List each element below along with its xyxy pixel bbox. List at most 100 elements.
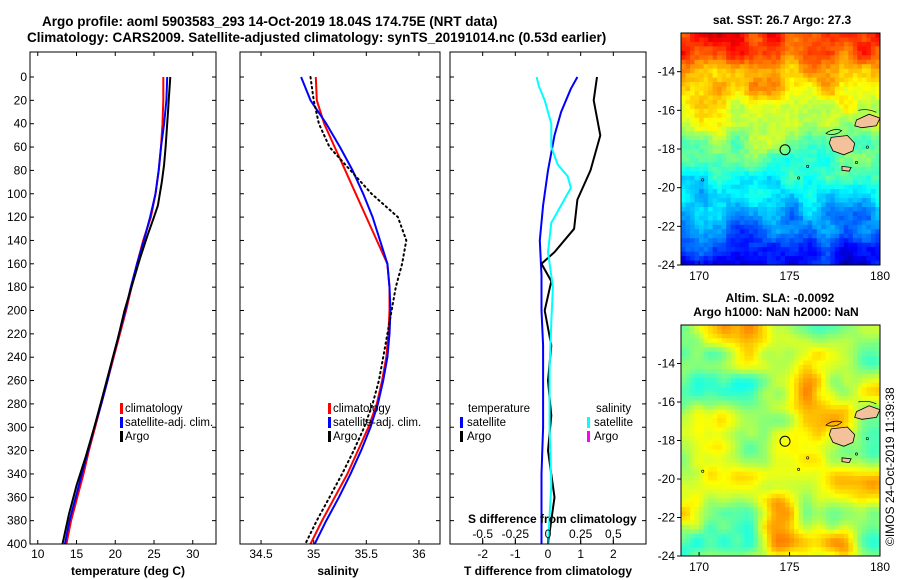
sst-map-cell xyxy=(861,180,867,186)
sla-map-cell xyxy=(839,356,845,361)
sla-map-cell xyxy=(843,342,849,348)
sla-map-cell xyxy=(703,400,709,406)
sst-map-cell xyxy=(690,117,695,123)
sla-map-cell xyxy=(753,404,759,410)
sla-map-cell xyxy=(780,502,786,508)
sst-map-cell xyxy=(821,131,827,137)
sla-map-cell xyxy=(852,422,858,428)
sst-map-cell xyxy=(794,108,799,114)
sst-map-cell xyxy=(726,180,732,186)
sla-map-cell xyxy=(812,458,818,464)
sst-map-cell xyxy=(685,247,691,253)
sst-map-cell xyxy=(848,86,854,92)
sst-map-cell xyxy=(852,68,858,74)
sst-map-cell xyxy=(861,202,867,208)
sst-map-cell xyxy=(870,238,876,244)
sst-map-cell xyxy=(816,33,822,38)
sla-map-cell xyxy=(766,551,772,557)
sst-map-cell xyxy=(821,229,827,235)
sla-map-cell xyxy=(726,493,732,499)
sst-map-cell xyxy=(739,247,745,253)
sst-map-cell xyxy=(735,126,741,132)
sla-map-cell xyxy=(694,387,700,393)
sla-map-cell xyxy=(875,502,881,508)
sst-map-cell xyxy=(780,59,786,65)
sla-map-cell xyxy=(739,396,745,401)
sla-map-cell xyxy=(735,538,741,544)
sla-map-cell xyxy=(766,507,772,512)
sla-map-cell xyxy=(857,507,863,512)
sla-map-cell xyxy=(803,542,809,548)
sla-map-cell xyxy=(798,338,804,344)
sla-map-cell xyxy=(812,360,818,366)
sla-map-cell xyxy=(753,351,759,357)
sla-map-cell xyxy=(775,511,781,517)
sla-map-cell xyxy=(785,338,790,344)
sst-map-cell xyxy=(848,99,854,105)
sst-map-cell xyxy=(825,95,831,101)
sst-map-cell xyxy=(812,144,818,150)
sst-map-cell xyxy=(794,207,799,212)
sst-map-cell xyxy=(870,247,876,253)
sla-map-cell xyxy=(812,369,818,375)
sla-map-cell xyxy=(735,502,741,508)
sst-map-cell xyxy=(721,260,727,266)
sst-map-cell xyxy=(739,233,745,239)
sst-map-cell xyxy=(721,91,727,96)
sst-map-cell xyxy=(726,184,732,190)
sla-map-cell xyxy=(839,493,845,499)
sst-map-cell xyxy=(866,166,872,172)
sla-map-cell xyxy=(757,360,763,366)
sla-map-cell xyxy=(821,493,827,499)
sst-map-cell xyxy=(839,46,845,52)
sla-map-cell xyxy=(857,444,863,450)
sla-map-cell xyxy=(852,387,858,393)
sst-map-cell xyxy=(848,184,854,190)
sla-map-cell xyxy=(730,484,736,490)
sla-map-cell xyxy=(681,516,686,521)
sst-map-cell xyxy=(721,64,727,70)
sla-map-cell xyxy=(875,458,881,464)
sst-map-cell xyxy=(812,242,818,248)
sst-map-cell xyxy=(699,33,705,38)
sla-map-cell xyxy=(861,373,867,379)
sst-map-cell xyxy=(825,82,831,87)
sst-map-cell xyxy=(766,50,772,56)
sla-map-cell xyxy=(870,449,876,455)
sst-map-cell xyxy=(757,189,763,195)
sla-map-cell xyxy=(726,347,732,353)
sst-map-cell xyxy=(753,242,759,248)
sst-map-cell xyxy=(712,233,718,239)
sla-map-cell xyxy=(766,342,772,348)
sla-map-cell xyxy=(875,520,881,526)
sst-map-cell xyxy=(816,122,822,128)
sst-map-cell xyxy=(803,46,809,52)
sst-map-cell xyxy=(744,33,750,38)
sst-map-cell xyxy=(753,171,759,177)
sla-map-cell xyxy=(825,476,831,481)
sst-map-cell xyxy=(703,41,709,47)
sst-map-cell xyxy=(712,99,718,105)
sst-map-cell xyxy=(712,184,718,190)
sst-map-cell xyxy=(762,91,768,96)
sst-map-cell xyxy=(843,180,849,186)
sst-map-cell xyxy=(812,157,818,163)
sla-map-cell xyxy=(757,373,763,379)
sst-map-cell xyxy=(730,175,736,181)
sst-map-cell xyxy=(807,108,813,114)
sst-map-cell xyxy=(748,233,754,239)
sla-map-cell xyxy=(839,396,845,401)
sst-map-cell xyxy=(690,95,695,101)
sla-map-cell xyxy=(739,467,745,472)
sla-map-cell xyxy=(839,329,845,335)
sst-map-cell xyxy=(812,135,818,141)
sla-map-cell xyxy=(730,538,736,544)
sla-map-cell xyxy=(766,520,772,526)
sst-map-cell xyxy=(866,135,872,141)
sla-map-cell xyxy=(730,382,736,388)
sst-map-cell xyxy=(694,113,700,119)
sst-map-cell xyxy=(694,95,700,101)
sla-map-cell xyxy=(717,533,723,539)
sla-map-cell xyxy=(735,440,741,446)
sla-map-cell xyxy=(780,520,786,526)
